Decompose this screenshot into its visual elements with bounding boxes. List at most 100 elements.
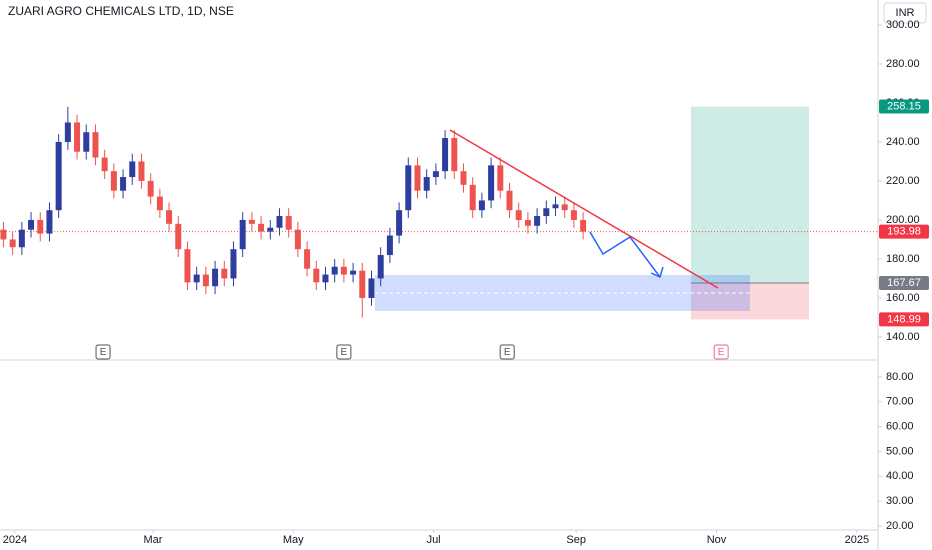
candle-body [55,141,62,211]
x-tick-label: Jul [427,534,441,546]
y-tick-label: 30.00 [886,495,914,507]
candle-body [212,268,219,287]
candle-body [396,210,403,236]
price-badge [879,99,929,114]
candle-body [276,216,283,228]
candle-body [120,177,127,191]
projection-arrow [589,231,661,278]
candle-body [534,216,541,226]
candle-body [294,229,301,250]
candle-body [570,210,577,220]
arrow-head [650,266,664,279]
x-tick-label: 2025 [845,534,869,546]
candle-body [18,229,25,248]
candle-body [488,165,495,201]
price-badge-label: 167.67 [887,277,921,289]
candle-body [506,190,513,211]
earnings-marker [336,344,352,360]
candle-body [561,204,568,211]
candle-body [497,165,504,191]
price-badge [879,224,929,239]
y-tick-label: 240.00 [886,136,920,148]
candle-body [83,132,90,152]
candle-body [340,266,347,275]
candle-body [258,223,265,232]
candle-body [74,122,81,152]
x-tick-label: Nov [707,534,727,546]
x-tick-label: Sep [566,534,586,546]
candle-body [377,255,384,279]
candle-body [304,249,311,269]
candle-body [46,210,53,234]
candle-body [285,216,292,230]
y-tick-label: 20.00 [886,520,914,532]
candle-body [552,204,559,209]
candle-body [359,270,366,298]
candle-body [9,239,16,248]
earnings-marker [713,344,729,360]
earnings-label: E [341,347,348,358]
support-zone [375,275,750,311]
x-tick-label: Mar [143,534,162,546]
price-badge-label: 193.98 [887,226,921,238]
candle-body [267,227,274,232]
candle-body [478,200,485,211]
candle-body [221,268,228,279]
y-tick-label: 200.00 [886,214,920,226]
y-tick-label: 40.00 [886,470,914,482]
stop-zone [691,282,809,320]
candle-body [524,219,531,226]
candle-body [543,208,550,217]
y-tick-label: 60.00 [886,421,914,433]
candle-body [469,184,476,211]
earnings-label: E [100,347,107,358]
candle-body [451,138,458,172]
candle-body [432,171,439,178]
y-tick-label: 300.00 [886,19,920,31]
candle-body [110,171,117,191]
earnings-label: E [718,347,725,358]
y-tick-label: 220.00 [886,175,920,187]
candle-body [166,210,173,224]
earnings-marker [95,344,111,360]
candle-body [147,180,154,197]
candle-body [322,274,329,283]
candle-body [580,219,587,232]
price-badge-label: 148.99 [887,313,921,325]
candle-body [331,266,338,275]
candle-body [386,235,393,256]
candle-body [101,157,108,172]
candle-body [239,219,246,250]
y-tick-label: 160.00 [886,292,920,304]
y-tick-label: 70.00 [886,396,914,408]
candle-body [442,138,449,172]
target-zone [691,106,809,283]
candle-body [423,177,430,191]
candle-body [28,219,35,230]
candle-body [193,274,200,283]
y-tick-label: 180.00 [886,253,920,265]
candle-body [129,161,136,178]
price-badge [879,275,929,290]
price-badge-label: 258.15 [887,100,921,112]
candle-body [414,165,421,191]
candle-body [405,165,412,211]
currency-label[interactable]: INR [896,7,915,19]
candle-body [175,223,182,250]
y-tick-label: 80.00 [886,371,914,383]
x-tick-label: 2024 [3,534,27,546]
candle-body [156,196,163,211]
currency-button[interactable] [883,2,927,24]
candle-body [230,249,237,279]
candle-body [515,210,522,220]
candle-body [64,122,71,142]
y-tick-label: 280.00 [886,58,920,70]
chart-title: ZUARI AGRO CHEMICALS LTD, 1D, NSE [8,4,234,18]
y-tick-label: 140.00 [886,331,920,343]
trend-line [449,129,719,289]
earnings-label: E [504,347,511,358]
candle-body [368,278,375,298]
